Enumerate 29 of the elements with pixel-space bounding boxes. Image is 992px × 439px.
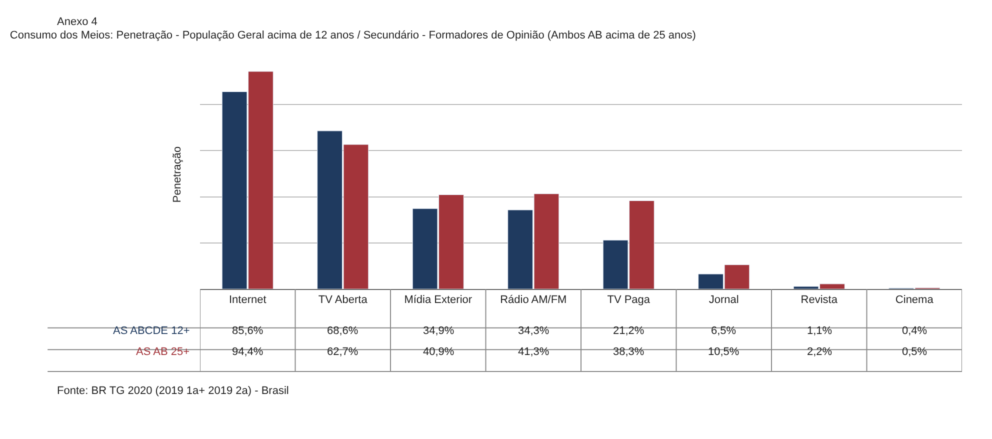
chart-title: Consumo dos Meios: Penetração - População Geral acima de 12 anos / Secundário - Formadores de Opinião (Ambos AB acima de 25 anos): [10, 29, 696, 42]
data-label: 0,5%: [902, 346, 928, 358]
source-note: Fonte: BR TG 2020 (2019 1a+ 2019 2a) - Brasil: [57, 385, 289, 397]
data-label: 10,5%: [708, 346, 740, 358]
text: Anexo 4: [57, 16, 98, 28]
x-tick-label: TV Aberta: [318, 294, 368, 306]
x-tick-label: Rádio AM/FM: [500, 294, 567, 306]
y-axis-title: Penetração: [172, 146, 184, 203]
data-label: 34,3%: [518, 325, 550, 337]
x-tick-label: Jornal: [708, 294, 739, 306]
data-label: 2,2%: [807, 346, 832, 358]
data-label: 41,3%: [518, 346, 550, 358]
text: AS ABCDE 12+: [113, 325, 190, 337]
x-tick-label: Revista: [800, 294, 838, 306]
data-label: 62,7%: [327, 346, 358, 358]
data-label: 38,3%: [613, 346, 644, 358]
data-label: 34,9%: [423, 325, 454, 337]
x-tick-label: Internet: [228, 294, 266, 306]
x-tick-label: Mídia Exterior: [404, 294, 472, 306]
x-tick-label: TV Paga: [607, 294, 651, 306]
x-tick-label: Cinema: [895, 294, 934, 306]
data-label: 21,2%: [613, 325, 644, 337]
data-label: 40,9%: [423, 346, 454, 358]
data-label: 85,6%: [232, 325, 264, 337]
data-label: 94,4%: [232, 346, 264, 358]
data-label: 6,5%: [711, 325, 736, 337]
data-label: 1,1%: [807, 325, 832, 337]
data-label: 68,6%: [327, 325, 358, 337]
data-label: 0,4%: [902, 325, 928, 337]
